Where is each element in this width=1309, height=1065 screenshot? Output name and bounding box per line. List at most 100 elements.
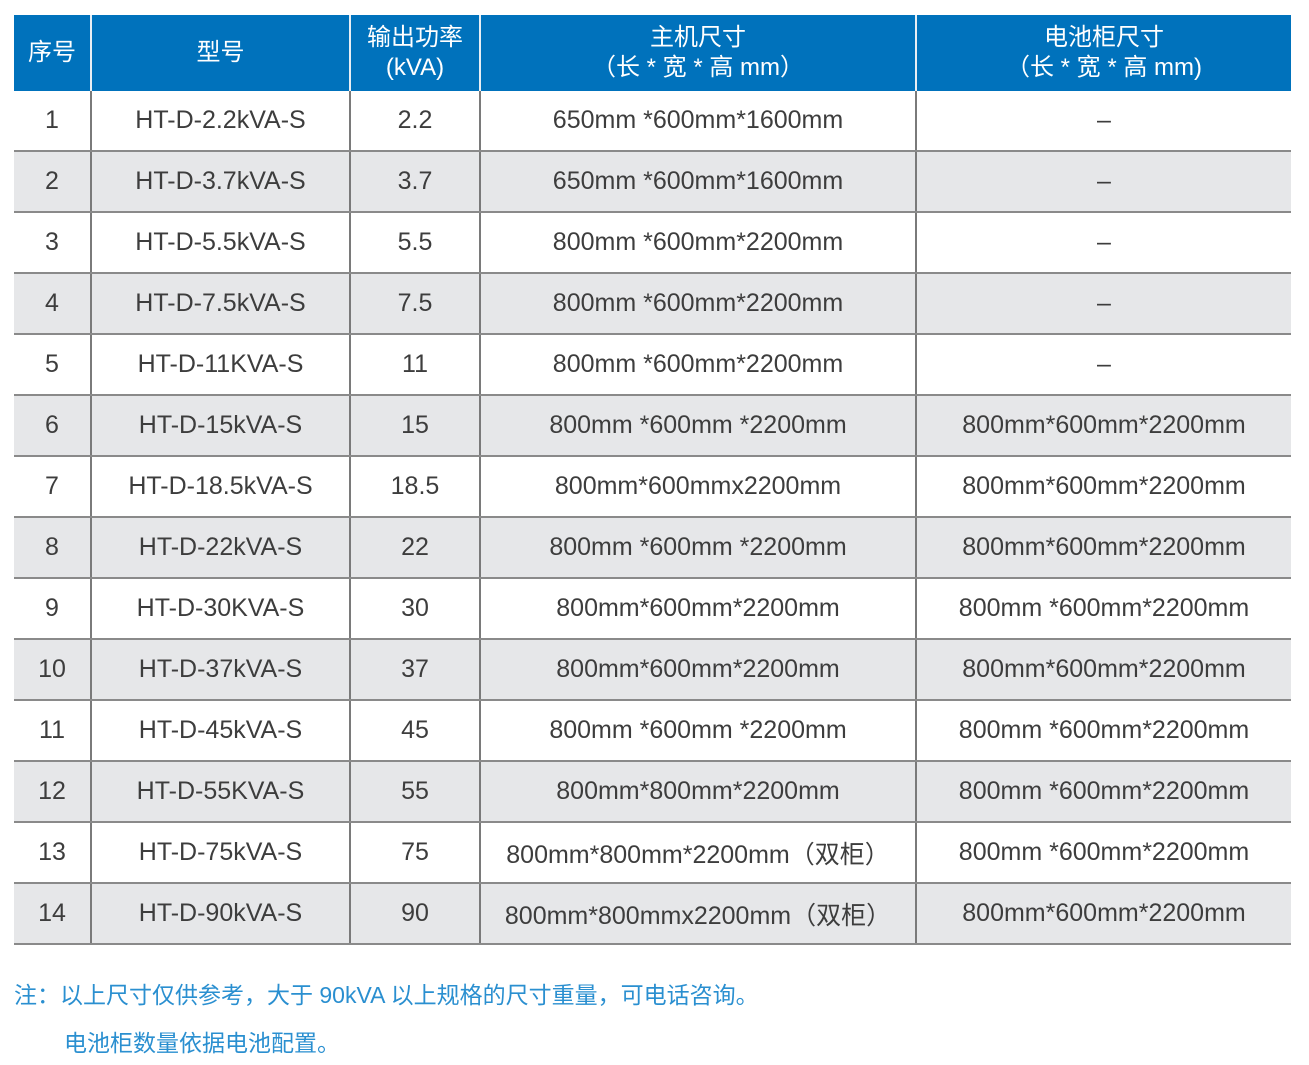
cell-host-size: 800mm *600mm *2200mm: [479, 517, 916, 579]
cell-index: 9: [14, 578, 91, 640]
table-row: 13 HT-D-75kVA-S 75 800mm*800mm*2200mm（双柜） 80…: [14, 822, 1291, 884]
cell-output-power: 5.5: [349, 212, 480, 274]
note-line-1: 注：以上尺寸仅供参考，大于 90kVA 以上规格的尺寸重量，可电话咨询。: [14, 982, 759, 1008]
cell-battery-cabinet-size: 800mm *600mm*2200mm: [915, 700, 1291, 762]
cell-output-power: 7.5: [349, 273, 480, 335]
table-row: 8 HT-D-22kVA-S 22 800mm *600mm *2200mm 800mm…: [14, 517, 1291, 579]
cell-model: HT-D-3.7kVA-S: [90, 151, 350, 213]
cell-output-power: 90: [349, 883, 480, 945]
cell-battery-cabinet-size: 800mm*600mm*2200mm: [915, 395, 1291, 457]
cell-model: HT-D-22kVA-S: [90, 517, 350, 579]
table-row: 2 HT-D-3.7kVA-S 3.7 650mm *600mm*1600mm –: [14, 151, 1291, 213]
cell-index: 11: [14, 700, 91, 762]
header-label: 电池柜尺寸: [1044, 24, 1164, 51]
cell-battery-cabinet-size: 800mm*600mm*2200mm: [915, 517, 1291, 579]
header-label: 主机尺寸: [650, 24, 746, 51]
cell-battery-cabinet-size: 800mm*600mm*2200mm: [915, 456, 1291, 518]
cell-index: 3: [14, 212, 91, 274]
table-row: 5 HT-D-11KVA-S 11 800mm *600mm*2200mm –: [14, 334, 1291, 396]
cell-battery-cabinet-size: 800mm*600mm*2200mm: [915, 639, 1291, 701]
cell-host-size: 800mm *600mm *2200mm: [479, 395, 916, 457]
cell-model: HT-D-5.5kVA-S: [90, 212, 350, 274]
cell-model: HT-D-7.5kVA-S: [90, 273, 350, 335]
header-model: 型号: [90, 15, 350, 91]
header-label: 输出功率: [367, 24, 463, 51]
header-sublabel: （长 * 宽 * 高 mm): [1006, 54, 1202, 81]
cell-battery-cabinet-size: –: [915, 91, 1291, 152]
table-row: 9 HT-D-30KVA-S 30 800mm*600mm*2200mm 800mm *…: [14, 578, 1291, 640]
table-row: 10 HT-D-37kVA-S 37 800mm*600mm*2200mm 800mm*…: [14, 639, 1291, 701]
cell-battery-cabinet-size: 800mm *600mm*2200mm: [915, 761, 1291, 823]
cell-host-size: 800mm*800mmx2200mm（双柜）: [479, 883, 916, 945]
cell-model: HT-D-55KVA-S: [90, 761, 350, 823]
cell-model: HT-D-2.2kVA-S: [90, 91, 350, 152]
cell-model: HT-D-90kVA-S: [90, 883, 350, 945]
cell-index: 12: [14, 761, 91, 823]
table-row: 12 HT-D-55KVA-S 55 800mm*800mm*2200mm 800mm …: [14, 761, 1291, 823]
cell-model: HT-D-75kVA-S: [90, 822, 350, 884]
cell-output-power: 45: [349, 700, 480, 762]
cell-host-size: 800mm *600mm*2200mm: [479, 212, 916, 274]
cell-battery-cabinet-size: –: [915, 334, 1291, 396]
cell-index: 14: [14, 883, 91, 945]
cell-host-size: 800mm *600mm *2200mm: [479, 700, 916, 762]
cell-output-power: 55: [349, 761, 480, 823]
header-label: 序号: [28, 39, 76, 66]
cell-model: HT-D-45kVA-S: [90, 700, 350, 762]
cell-model: HT-D-15kVA-S: [90, 395, 350, 457]
table-row: 14 HT-D-90kVA-S 90 800mm*800mmx2200mm（双柜） 80…: [14, 883, 1291, 945]
cell-index: 7: [14, 456, 91, 518]
note-line-2: 电池柜数量依据电池配置。: [64, 1030, 340, 1056]
cell-index: 6: [14, 395, 91, 457]
header-index: 序号: [14, 15, 91, 91]
cell-host-size: 800mm *600mm*2200mm: [479, 334, 916, 396]
cell-output-power: 2.2: [349, 91, 480, 152]
cell-host-size: 800mm*600mmx2200mm: [479, 456, 916, 518]
header-output-power: 输出功率 (kVA): [349, 15, 480, 91]
cell-index: 8: [14, 517, 91, 579]
cell-output-power: 37: [349, 639, 480, 701]
cell-output-power: 22: [349, 517, 480, 579]
cell-battery-cabinet-size: –: [915, 273, 1291, 335]
header-row: 序号 型号 输出功率 (kVA) 主机尺寸 （长 * 宽 * 高 mm） 电池柜尺寸 （长 *…: [14, 15, 1291, 91]
cell-output-power: 11: [349, 334, 480, 396]
cell-output-power: 15: [349, 395, 480, 457]
cell-model: HT-D-37kVA-S: [90, 639, 350, 701]
table-row: 1 HT-D-2.2kVA-S 2.2 650mm *600mm*1600mm –: [14, 91, 1291, 152]
header-host-size: 主机尺寸 （长 * 宽 * 高 mm）: [479, 15, 916, 91]
cell-host-size: 650mm *600mm*1600mm: [479, 151, 916, 213]
table-row: 6 HT-D-15kVA-S 15 800mm *600mm *2200mm 800mm…: [14, 395, 1291, 457]
cell-battery-cabinet-size: 800mm *600mm*2200mm: [915, 822, 1291, 884]
header-sublabel: （长 * 宽 * 高 mm）: [591, 54, 804, 81]
cell-index: 13: [14, 822, 91, 884]
cell-host-size: 800mm*800mm*2200mm（双柜）: [479, 822, 916, 884]
spec-table: 序号 型号 输出功率 (kVA) 主机尺寸 （长 * 宽 * 高 mm） 电池柜尺寸 （长 *…: [14, 15, 1291, 945]
cell-index: 1: [14, 91, 91, 152]
cell-host-size: 800mm*600mm*2200mm: [479, 578, 916, 640]
table-row: 3 HT-D-5.5kVA-S 5.5 800mm *600mm*2200mm –: [14, 212, 1291, 274]
cell-index: 5: [14, 334, 91, 396]
header-battery-cabinet-size: 电池柜尺寸 （长 * 宽 * 高 mm): [915, 15, 1291, 91]
cell-index: 10: [14, 639, 91, 701]
table-row: 11 HT-D-45kVA-S 45 800mm *600mm *2200mm 800m…: [14, 700, 1291, 762]
cell-battery-cabinet-size: –: [915, 151, 1291, 213]
table-row: 7 HT-D-18.5kVA-S 18.5 800mm*600mmx2200mm 800…: [14, 456, 1291, 518]
cell-output-power: 30: [349, 578, 480, 640]
header-label: 型号: [196, 39, 245, 66]
cell-index: 2: [14, 151, 91, 213]
cell-battery-cabinet-size: 800mm *600mm*2200mm: [915, 578, 1291, 640]
cell-model: HT-D-11KVA-S: [90, 334, 350, 396]
cell-index: 4: [14, 273, 91, 335]
table-row: 4 HT-D-7.5kVA-S 7.5 800mm *600mm*2200mm –: [14, 273, 1291, 335]
cell-output-power: 75: [349, 822, 480, 884]
cell-battery-cabinet-size: 800mm*600mm*2200mm: [915, 883, 1291, 945]
cell-model: HT-D-30KVA-S: [90, 578, 350, 640]
header-sublabel: (kVA): [385, 54, 445, 81]
cell-host-size: 650mm *600mm*1600mm: [479, 91, 916, 152]
cell-battery-cabinet-size: –: [915, 212, 1291, 274]
cell-model: HT-D-18.5kVA-S: [90, 456, 350, 518]
cell-host-size: 800mm*600mm*2200mm: [479, 639, 916, 701]
cell-output-power: 18.5: [349, 456, 480, 518]
cell-host-size: 800mm*800mm*2200mm: [479, 761, 916, 823]
cell-output-power: 3.7: [349, 151, 480, 213]
